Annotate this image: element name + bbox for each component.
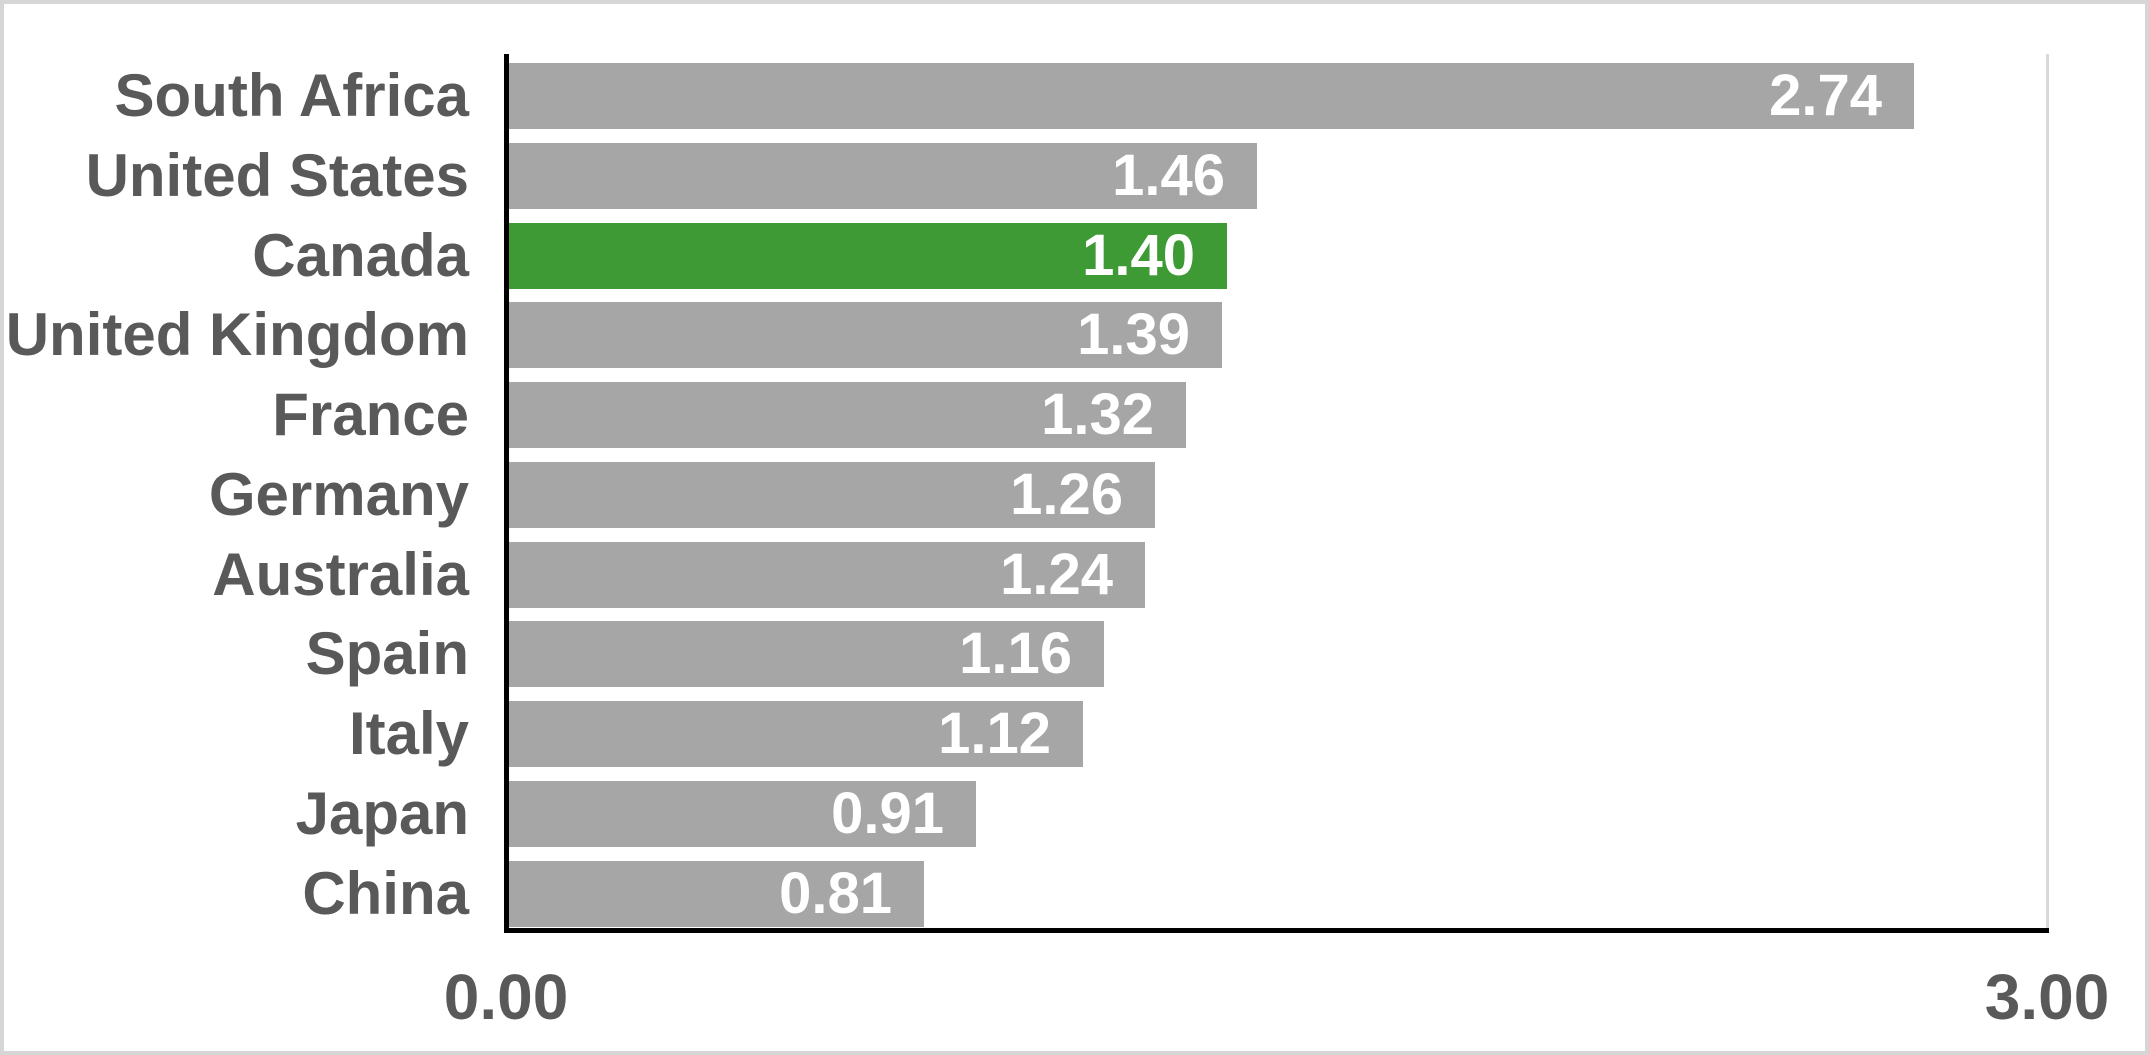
category-label: South Africa — [114, 62, 469, 129]
bar[interactable]: 0.81 — [509, 861, 924, 927]
bar[interactable]: 1.46 — [509, 143, 1257, 209]
bar[interactable]: 0.91 — [509, 781, 976, 847]
bar-row: France 1.32 — [4, 381, 2145, 448]
plot-right-border — [2046, 54, 2049, 928]
category-label: Italy — [348, 700, 469, 767]
bar-row: Italy 1.12 — [4, 700, 2145, 767]
bar-value-label: 1.26 — [1010, 462, 1123, 527]
bar-highlighted[interactable]: 1.40 — [509, 223, 1227, 289]
bar-row: South Africa 2.74 — [4, 62, 2145, 129]
bar-row: Japan 0.91 — [4, 780, 2145, 847]
bar-row: United States 1.46 — [4, 142, 2145, 209]
bar-value-label: 1.32 — [1041, 382, 1154, 447]
bar-row: Germany 1.26 — [4, 461, 2145, 528]
bar[interactable]: 1.12 — [509, 701, 1083, 767]
bar-value-label: 1.24 — [1000, 542, 1113, 607]
bar-value-label: 0.91 — [831, 781, 944, 846]
category-label: Canada — [252, 222, 469, 289]
category-label: China — [302, 860, 469, 927]
category-label: United Kingdom — [5, 301, 469, 368]
x-axis-line — [504, 928, 2049, 933]
category-label: France — [272, 381, 469, 448]
bar-value-label: 0.81 — [779, 861, 892, 926]
bar[interactable]: 1.26 — [509, 462, 1155, 528]
bar-row: Canada 1.40 — [4, 222, 2145, 289]
x-tick-max-label: 3.00 — [1984, 961, 2110, 1033]
bar-value-label: 1.46 — [1112, 143, 1225, 208]
x-tick-min-label: 0.00 — [443, 961, 569, 1033]
bar[interactable]: 1.24 — [509, 542, 1145, 608]
bar[interactable]: 1.16 — [509, 621, 1104, 687]
bar-row: Spain 1.16 — [4, 620, 2145, 687]
bar-row: China 0.81 — [4, 860, 2145, 927]
bar-value-label: 1.16 — [959, 621, 1072, 686]
bar[interactable]: 2.74 — [509, 63, 1914, 129]
bar-row: United Kingdom 1.39 — [4, 301, 2145, 368]
bar-row: Australia 1.24 — [4, 541, 2145, 608]
bar[interactable]: 1.32 — [509, 382, 1186, 448]
bar[interactable]: 1.39 — [509, 302, 1222, 368]
category-label: Australia — [212, 541, 469, 608]
bar-value-label: 1.39 — [1077, 302, 1190, 367]
bar-value-label: 1.40 — [1082, 223, 1195, 288]
bar-value-label: 1.12 — [938, 701, 1051, 766]
category-label: United States — [85, 142, 469, 209]
category-label: Japan — [295, 780, 469, 847]
category-label: Spain — [305, 620, 469, 687]
category-label: Germany — [208, 461, 469, 528]
bar-value-label: 2.74 — [1769, 63, 1882, 128]
y-axis-line — [504, 54, 509, 933]
